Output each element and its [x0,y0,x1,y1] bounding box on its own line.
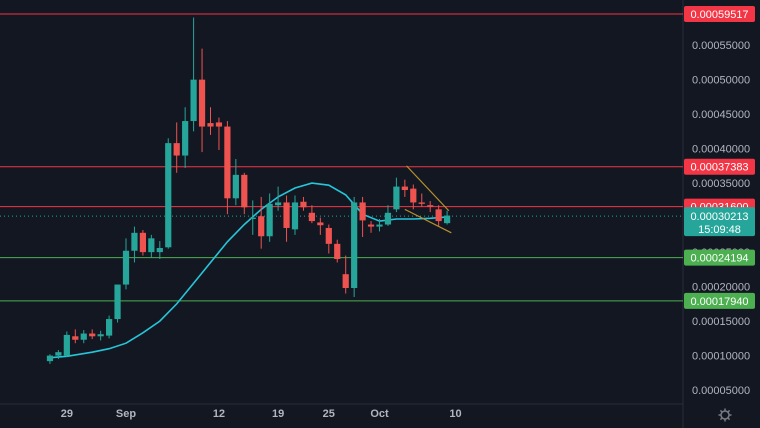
candle-body[interactable] [46,355,54,362]
y-tick-label: 0.00015000 [692,316,750,328]
candle-body[interactable] [182,121,189,156]
candle-body[interactable] [393,186,400,210]
x-tick-label: 19 [272,408,284,420]
candle-body[interactable] [359,202,366,221]
candle-body[interactable] [308,212,315,222]
candle-body[interactable] [89,333,96,337]
y-tick-label: 0.00040000 [692,144,750,156]
x-tick-label: Sep [116,408,136,420]
candle-body[interactable] [300,201,307,208]
level-price-badge [684,292,755,309]
candle-body[interactable] [55,352,62,356]
candle-body[interactable] [207,123,214,127]
current-price-label: 0.00030213 [690,211,748,223]
candle-body[interactable] [266,203,273,237]
candle-body[interactable] [165,143,172,248]
candle-body[interactable] [410,188,417,203]
candle-body[interactable] [215,122,223,127]
candle-body[interactable] [435,209,442,222]
candle-body[interactable] [275,202,282,206]
gear-icon[interactable] [718,408,732,422]
candle-body[interactable] [224,126,231,199]
candle-body[interactable] [444,215,451,224]
candle-body[interactable] [249,217,256,220]
y-tick-label: 0.00055000 [692,40,750,52]
level-price-badge [684,249,755,266]
candle-body[interactable] [351,202,358,288]
candle-body[interactable] [122,250,130,285]
trendline[interactable] [404,208,452,234]
candle-body[interactable] [241,174,248,208]
x-tick-label: Oct [370,408,389,420]
level-price-label: 0.00024194 [690,253,748,265]
candle-body[interactable] [283,202,290,228]
level-price-badge [684,5,755,22]
x-tick-label: 25 [323,408,335,420]
trendline[interactable] [406,165,450,212]
candle-body[interactable] [63,334,70,356]
candle-body[interactable] [156,247,163,253]
y-tick-label: 0.00020000 [692,282,750,294]
y-tick-label: 0.00050000 [692,75,750,87]
level-price-label: 0.00059517 [690,9,748,21]
candle-body[interactable] [72,336,79,340]
candle-body[interactable] [173,143,180,156]
candle-body[interactable] [291,202,299,230]
candle-body[interactable] [190,79,197,122]
candle-body[interactable] [97,334,104,337]
candle-countdown-label: 15:09:48 [698,224,741,236]
candle-body[interactable] [139,232,146,253]
candle-body[interactable] [401,186,408,191]
y-tick-label: 0.00010000 [692,351,750,363]
candle-body[interactable] [334,243,341,260]
candle-body[interactable] [80,333,87,340]
level-price-label: 0.00017940 [690,296,748,308]
current-price-badge [684,207,755,237]
candle-body[interactable] [367,224,375,227]
candle-body[interactable] [418,202,425,204]
candle-body[interactable] [106,319,113,336]
candle-body[interactable] [376,224,383,227]
y-tick-label: 0.00005000 [692,385,750,397]
candle-body[interactable] [325,227,332,244]
y-tick-label: 0.00045000 [692,109,750,121]
x-tick-label: 29 [61,408,73,420]
candle-body[interactable] [258,216,265,237]
candle-body[interactable] [384,212,392,225]
y-tick-label: 0.00035000 [692,178,750,190]
candle-body[interactable] [198,79,206,127]
candle-body[interactable] [342,274,349,288]
level-price-label: 0.00037383 [690,162,748,174]
x-tick-label: 12 [213,408,225,420]
level-price-badge [684,158,755,175]
candle-body[interactable] [427,205,434,207]
candle-body[interactable] [131,232,138,251]
candle-body[interactable] [232,174,239,199]
x-tick-label: 10 [449,408,461,420]
candle-body[interactable] [148,238,155,253]
candle-body[interactable] [317,222,324,226]
candle-body[interactable] [114,284,121,320]
